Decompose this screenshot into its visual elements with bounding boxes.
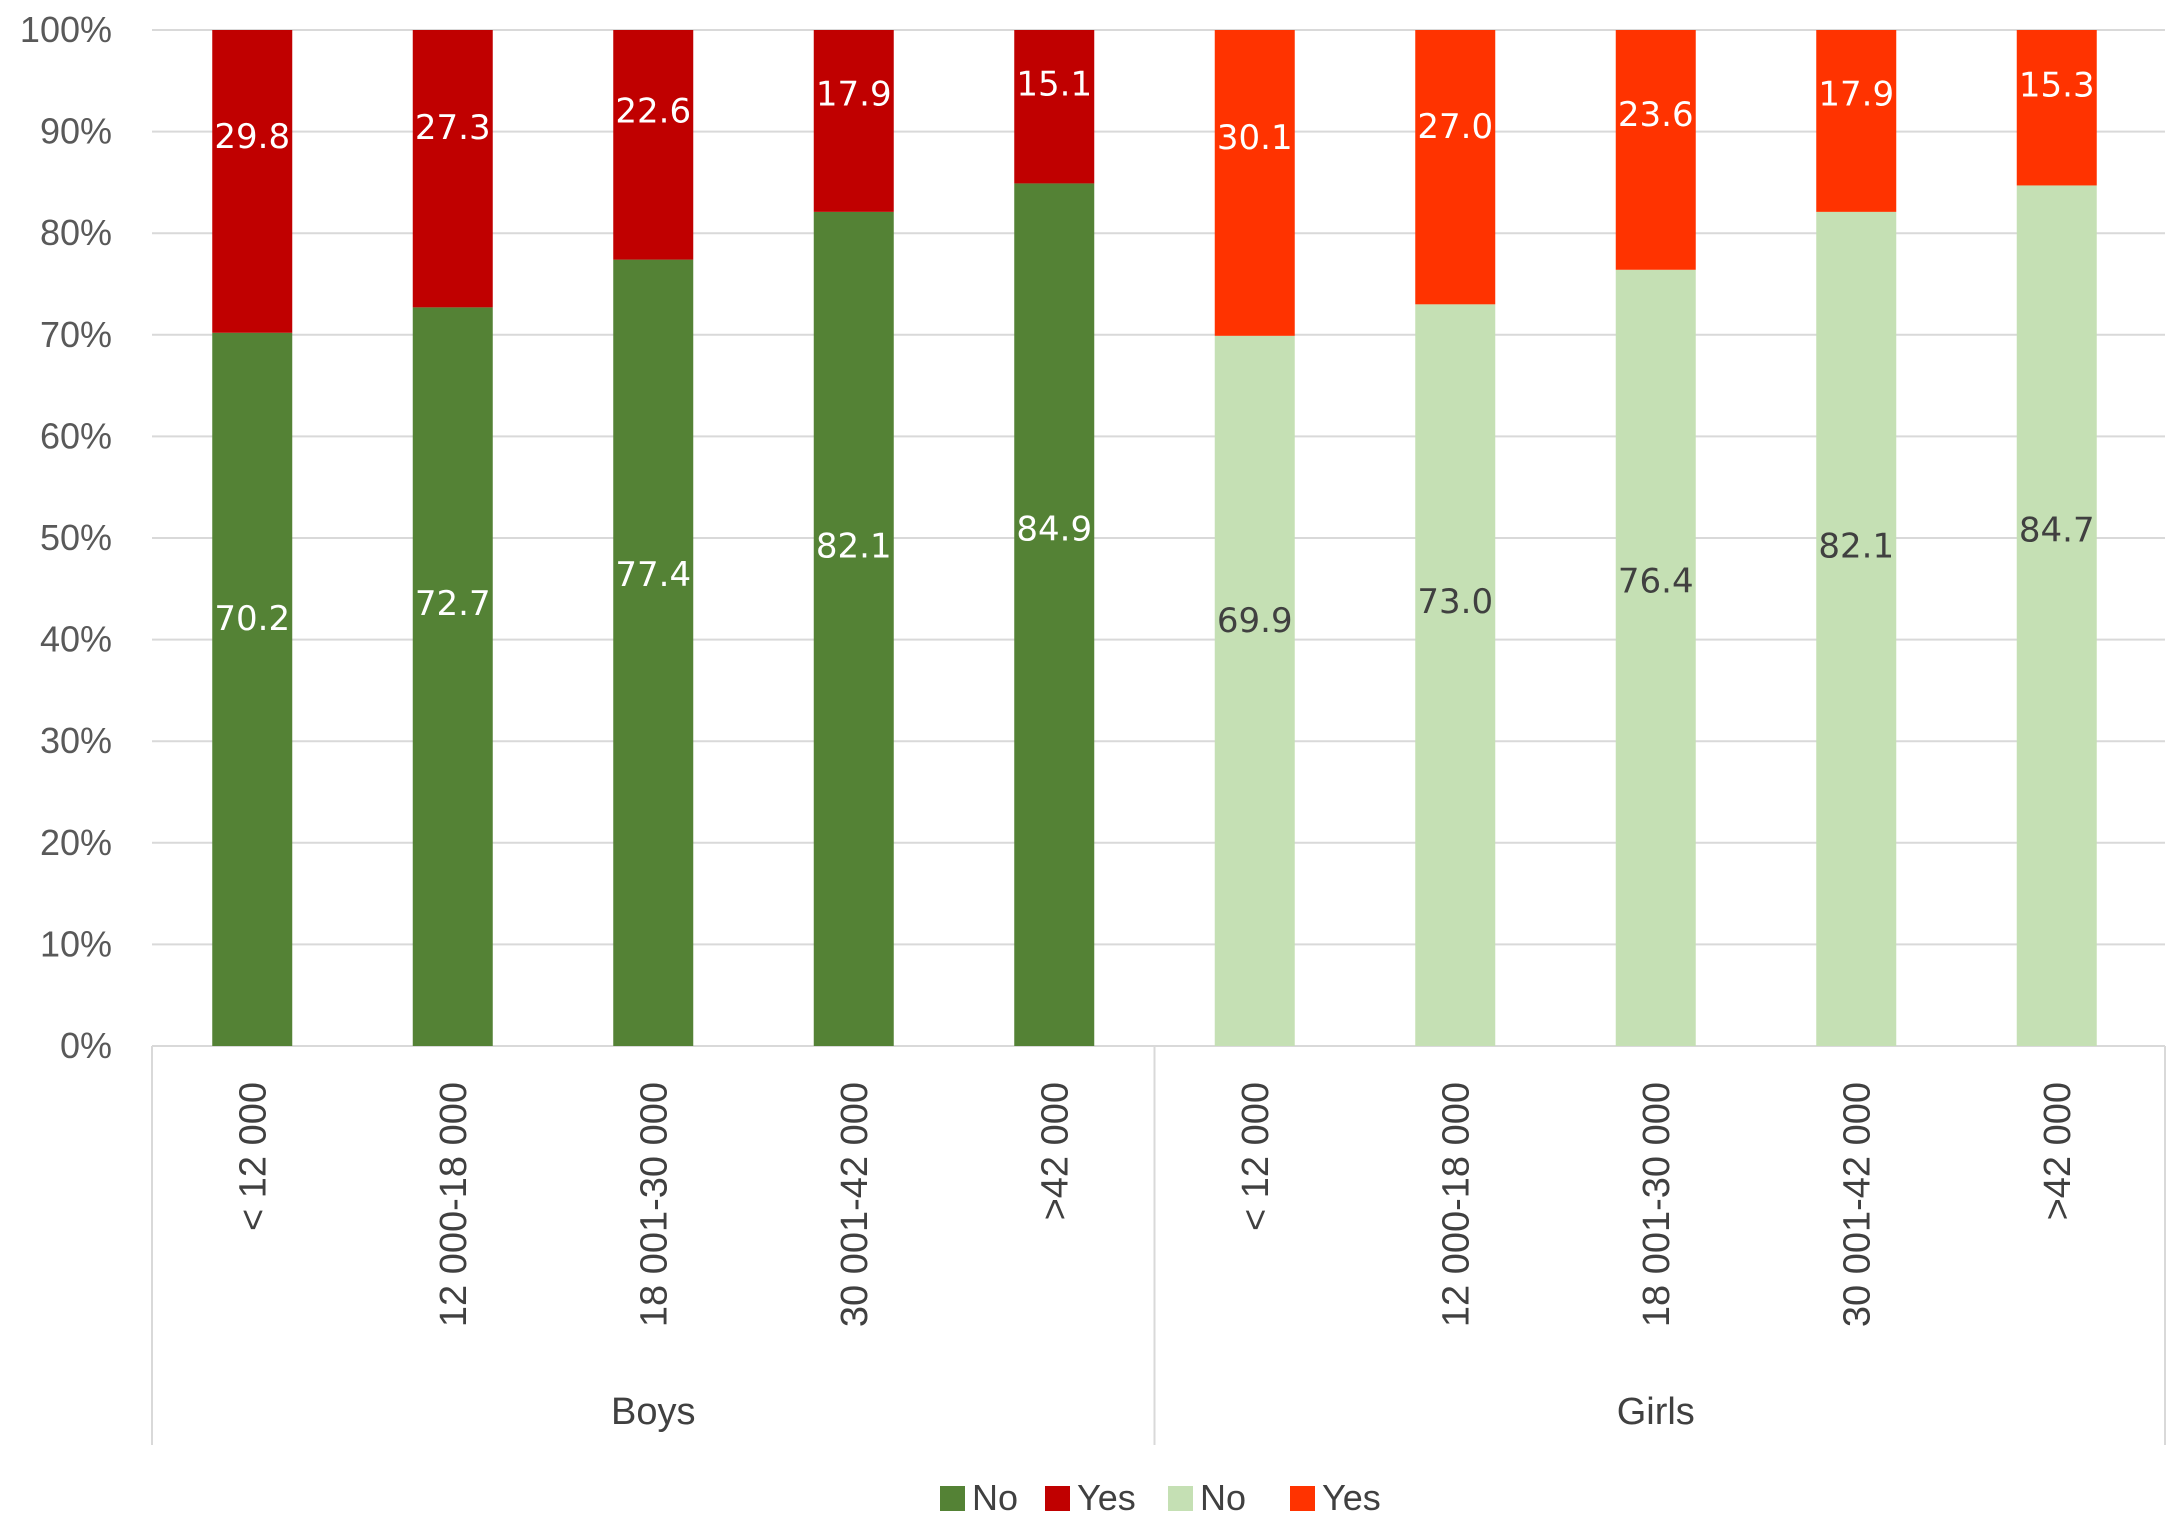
- bar-girls-yes: [1415, 30, 1496, 305]
- legend-label: No: [972, 1477, 1018, 1518]
- group-label: Boys: [611, 1391, 695, 1433]
- bar-boys-no: [813, 211, 894, 1046]
- group-label: Girls: [1617, 1391, 1695, 1433]
- y-tick-label: 90%: [40, 111, 112, 152]
- bar-boys-no: [412, 307, 493, 1046]
- x-tick-label: 12 000-18 000: [1435, 1082, 1477, 1327]
- data-label: 27.3: [415, 108, 491, 148]
- data-label: 70.2: [214, 599, 290, 639]
- x-tick-label: 30 001-42 000: [1836, 1082, 1878, 1327]
- bar-boys-yes: [1014, 30, 1095, 184]
- x-tick-label: 12 000-18 000: [433, 1082, 475, 1327]
- bar-girls-yes: [1615, 30, 1696, 270]
- bar-girls-no: [2016, 185, 2097, 1046]
- data-label: 22.6: [615, 91, 691, 131]
- data-label: 15.1: [1016, 65, 1092, 105]
- data-label: 23.6: [1618, 95, 1694, 135]
- y-tick-label: 50%: [40, 517, 112, 558]
- x-tick-label: 18 001-30 000: [1636, 1082, 1678, 1327]
- y-tick-label: 70%: [40, 314, 112, 355]
- legend-swatch: [940, 1486, 965, 1511]
- y-tick-label: 10%: [40, 923, 112, 964]
- legend-swatch: [1168, 1486, 1193, 1511]
- bar-girls-no: [1415, 304, 1496, 1046]
- data-label: 82.1: [816, 527, 892, 567]
- legend-swatch: [1045, 1486, 1070, 1511]
- data-label: 30.1: [1217, 118, 1293, 158]
- data-label: 15.3: [2019, 65, 2095, 105]
- bar-girls-yes: [2016, 30, 2097, 186]
- data-label: 69.9: [1217, 601, 1293, 641]
- x-tick-label: < 12 000: [232, 1082, 274, 1231]
- bar-girls-no: [1214, 335, 1295, 1046]
- data-label: 29.8: [214, 117, 290, 157]
- bar-boys-yes: [613, 30, 694, 260]
- x-tick-label: 18 001-30 000: [633, 1082, 675, 1327]
- data-label: 76.4: [1618, 561, 1694, 601]
- legend-swatch: [1290, 1486, 1315, 1511]
- y-tick-label: 60%: [40, 415, 112, 456]
- bar-boys-no: [212, 332, 293, 1046]
- y-tick-label: 80%: [40, 212, 112, 253]
- data-label: 17.9: [816, 75, 892, 115]
- y-tick-label: 30%: [40, 720, 112, 761]
- bar-boys-yes: [412, 30, 493, 308]
- y-tick-label: 0%: [60, 1025, 112, 1066]
- bar-boys-no: [1014, 183, 1095, 1046]
- data-label: 84.9: [1016, 509, 1092, 549]
- x-tick-label: < 12 000: [1235, 1082, 1277, 1231]
- x-tick-label: >42 000: [1034, 1082, 1076, 1220]
- y-tick-label: 40%: [40, 619, 112, 660]
- y-tick-label: 20%: [40, 822, 112, 863]
- data-label: 17.9: [1818, 75, 1894, 115]
- y-tick-label: 100%: [20, 9, 112, 50]
- bar-girls-no: [1816, 211, 1897, 1046]
- legend-label: Yes: [1322, 1477, 1381, 1518]
- x-tick-label: >42 000: [2037, 1082, 2079, 1220]
- legend-label: Yes: [1077, 1477, 1136, 1518]
- bar-girls-no: [1615, 269, 1696, 1046]
- bar-boys-yes: [813, 30, 894, 212]
- data-label: 27.0: [1417, 107, 1493, 147]
- x-tick-label: 30 001-42 000: [834, 1082, 876, 1327]
- bar-girls-yes: [1816, 30, 1897, 212]
- bar-boys-no: [613, 259, 694, 1047]
- legend-label: No: [1200, 1477, 1246, 1518]
- bar-girls-yes: [1214, 30, 1295, 336]
- data-label: 73.0: [1417, 582, 1493, 622]
- data-label: 84.7: [2019, 511, 2095, 551]
- data-label: 82.1: [1818, 527, 1894, 567]
- bar-boys-yes: [212, 30, 293, 333]
- data-label: 77.4: [615, 555, 691, 595]
- data-label: 72.7: [415, 584, 491, 624]
